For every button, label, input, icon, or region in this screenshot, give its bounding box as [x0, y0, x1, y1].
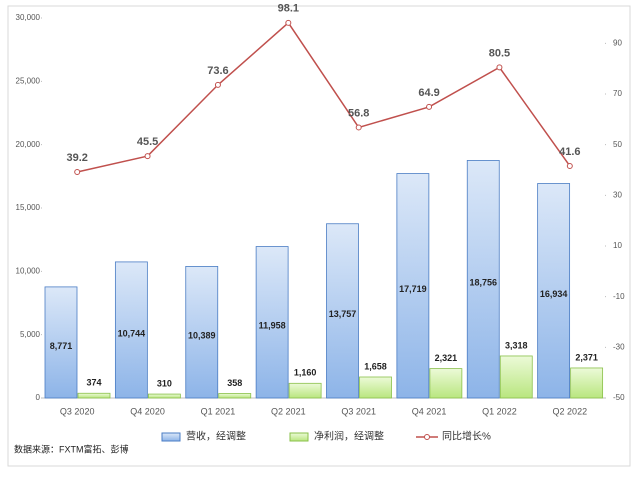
line-marker	[355, 124, 362, 131]
y2-tick-label: -50	[613, 393, 625, 402]
data-label: 56.8	[348, 107, 369, 119]
legend-swatch	[289, 432, 309, 442]
data-label: 2,371	[575, 352, 598, 362]
legend-label: 营收，经调整	[186, 430, 246, 443]
line-marker	[426, 103, 433, 110]
legend-swatch	[424, 434, 430, 440]
line	[77, 21, 571, 173]
y2-tick-label: 90	[613, 38, 622, 47]
bar	[147, 393, 181, 399]
x-tick-label: Q3 2020	[60, 406, 95, 416]
bar	[218, 393, 252, 399]
data-label: 1,160	[294, 368, 317, 378]
bar	[77, 392, 111, 399]
x-tick-label: Q4 2020	[130, 406, 165, 416]
data-label: 41.6	[559, 146, 580, 158]
line-marker	[144, 153, 151, 160]
y2-tick-label: -30	[613, 342, 625, 351]
data-label: 13,757	[329, 309, 357, 319]
data-label: 10,389	[188, 331, 216, 341]
y2-tick-label: 50	[613, 140, 622, 149]
data-label: 3,318	[505, 340, 528, 350]
data-label: 374	[86, 378, 101, 388]
bar	[288, 382, 322, 399]
line-marker	[285, 19, 292, 26]
x-tick-label: Q4 2021	[412, 406, 447, 416]
bar	[255, 246, 289, 399]
y-tick-label: 10,000	[16, 266, 41, 275]
bar	[570, 367, 604, 399]
data-label: 8,771	[50, 341, 73, 351]
x-tick-label: Q3 2021	[341, 406, 376, 416]
legend-label: 同比增长%	[442, 430, 491, 443]
x-tick-label: Q1 2022	[482, 406, 517, 416]
bar	[185, 266, 219, 399]
bar	[466, 160, 500, 399]
bar	[429, 368, 463, 399]
data-label: 73.6	[207, 65, 228, 77]
bar	[537, 183, 571, 399]
data-label: 358	[227, 378, 242, 388]
data-label: 39.2	[66, 152, 87, 164]
data-label: 18,756	[469, 278, 497, 288]
legend-label: 净利润，经调整	[314, 430, 384, 443]
line-marker	[74, 169, 81, 176]
x-tick-label: Q2 2022	[553, 406, 588, 416]
bar	[326, 223, 359, 399]
bar	[114, 261, 148, 399]
data-label: 310	[157, 378, 172, 388]
bar	[499, 355, 533, 399]
y2-tick-label: 30	[613, 190, 622, 199]
legend-swatch	[161, 432, 181, 442]
bar	[44, 286, 78, 399]
data-label: 98.1	[278, 3, 299, 15]
data-label: 80.5	[489, 47, 510, 59]
bar	[359, 376, 392, 399]
y2-tick-label: 10	[613, 241, 622, 250]
y-tick-label: 20,000	[16, 140, 41, 149]
bar	[396, 173, 430, 399]
y-tick-label: 25,000	[16, 76, 41, 85]
y2-tick-label: -10	[613, 292, 625, 301]
source-note: 数据来源：FXTM富拓、彭博	[14, 443, 129, 454]
y2-tick-label: 70	[613, 89, 622, 98]
data-label: 64.9	[418, 87, 439, 99]
data-label: 1,658	[364, 361, 387, 371]
line-marker	[566, 162, 573, 169]
data-label: 45.5	[137, 136, 158, 148]
data-label: 11,958	[259, 321, 286, 331]
y-tick-label: 30,000	[16, 13, 41, 22]
data-label: 17,719	[399, 284, 427, 294]
data-label: 2,321	[435, 353, 458, 363]
x-tick-label: Q2 2021	[271, 406, 306, 416]
data-label: 10,744	[118, 328, 146, 338]
line-marker	[496, 64, 503, 71]
chart-frame	[7, 5, 631, 467]
line-marker	[214, 81, 221, 88]
y-tick-label: 0	[36, 393, 41, 402]
data-label: 16,934	[540, 289, 568, 299]
y-tick-label: 5,000	[20, 330, 41, 339]
x-tick-label: Q1 2021	[201, 406, 236, 416]
y-tick-label: 15,000	[16, 203, 41, 212]
